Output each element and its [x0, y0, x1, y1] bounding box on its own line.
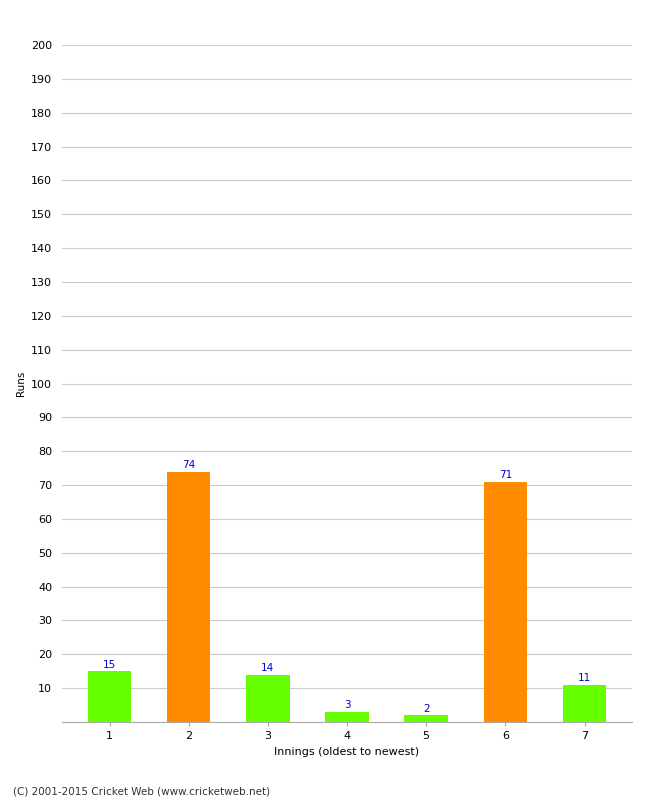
- Bar: [484, 482, 527, 722]
- Bar: [88, 671, 131, 722]
- Bar: [167, 471, 211, 722]
- Bar: [246, 674, 290, 722]
- Bar: [563, 685, 606, 722]
- Text: 71: 71: [499, 470, 512, 480]
- Y-axis label: Runs: Runs: [16, 371, 25, 396]
- Text: (C) 2001-2015 Cricket Web (www.cricketweb.net): (C) 2001-2015 Cricket Web (www.cricketwe…: [13, 786, 270, 796]
- X-axis label: Innings (oldest to newest): Innings (oldest to newest): [274, 746, 419, 757]
- Text: 2: 2: [423, 703, 430, 714]
- Bar: [404, 715, 448, 722]
- Text: 14: 14: [261, 663, 274, 673]
- Text: 3: 3: [344, 700, 350, 710]
- Text: 74: 74: [182, 460, 195, 470]
- Text: 15: 15: [103, 659, 116, 670]
- Text: 11: 11: [578, 673, 591, 683]
- Bar: [325, 712, 369, 722]
